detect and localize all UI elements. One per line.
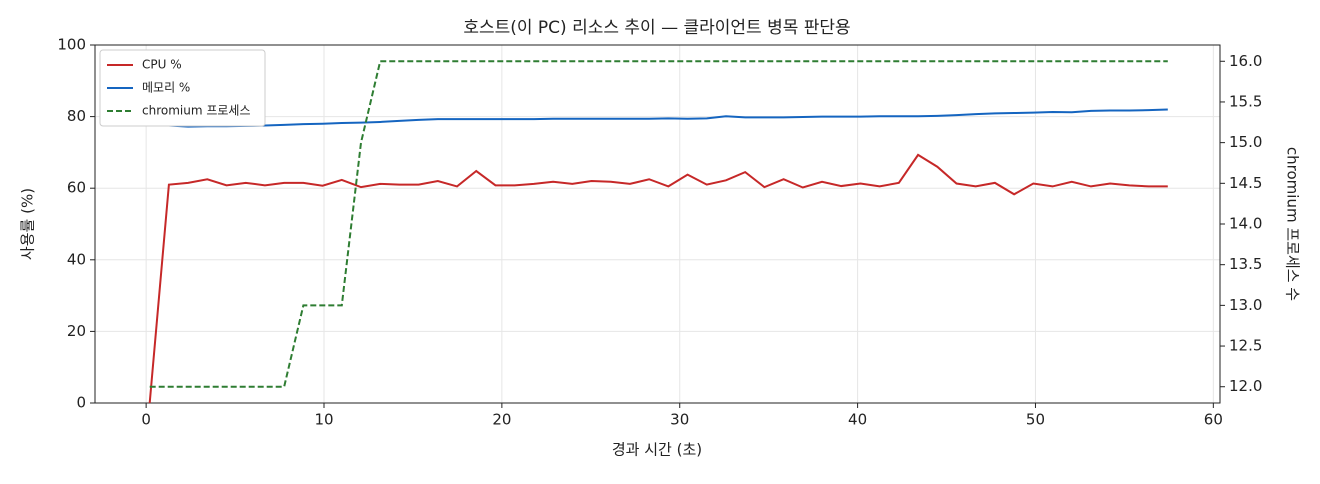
series-line bbox=[148, 153, 1168, 404]
x-tick-label: 40 bbox=[848, 411, 867, 429]
legend-box bbox=[99, 49, 266, 127]
series-line bbox=[149, 108, 1168, 128]
legend-label: 메모리 % bbox=[142, 81, 190, 95]
y-tick-label: 80 bbox=[67, 107, 86, 125]
legend-label: CPU % bbox=[142, 58, 182, 72]
y2-tick-label: 14.0 bbox=[1229, 215, 1262, 233]
y2-tick-label: 15.0 bbox=[1229, 133, 1262, 151]
y-tick-label: 20 bbox=[67, 322, 86, 340]
y2-tick-label: 12.5 bbox=[1229, 337, 1262, 355]
x-axis-label: 경과 시간 (초) bbox=[612, 441, 702, 459]
x-tick-label: 30 bbox=[670, 411, 689, 429]
y2-tick-label: 16.0 bbox=[1229, 52, 1262, 70]
y-tick-label: 40 bbox=[67, 250, 86, 268]
y-axis-label: 사용률 (%) bbox=[19, 188, 37, 260]
y2-tick-label: 12.0 bbox=[1229, 377, 1262, 395]
x-tick-label: 10 bbox=[314, 411, 333, 429]
x-tick-label: 20 bbox=[492, 411, 511, 429]
chart-title: 호스트(이 PC) 리소스 추이 — 클라이언트 병목 판단용 bbox=[463, 18, 850, 38]
y2-axis-label: chromium 프로세스 수 bbox=[1284, 147, 1302, 301]
y-tick-label: 0 bbox=[76, 394, 86, 412]
x-tick-label: 50 bbox=[1026, 411, 1045, 429]
y2-tick-label: 13.5 bbox=[1229, 255, 1262, 273]
y2-tick-label: 15.5 bbox=[1229, 92, 1262, 110]
y-tick-label: 100 bbox=[57, 36, 86, 54]
y2-tick-label: 13.0 bbox=[1229, 296, 1262, 314]
plot-frame bbox=[94, 44, 1221, 404]
x-tick-label: 0 bbox=[141, 411, 151, 429]
legend-label: chromium 프로세스 bbox=[142, 104, 251, 118]
x-tick-label: 60 bbox=[1204, 411, 1223, 429]
y2-tick-label: 14.5 bbox=[1229, 174, 1262, 192]
y-tick-label: 60 bbox=[67, 179, 86, 197]
series-line bbox=[149, 60, 1168, 388]
